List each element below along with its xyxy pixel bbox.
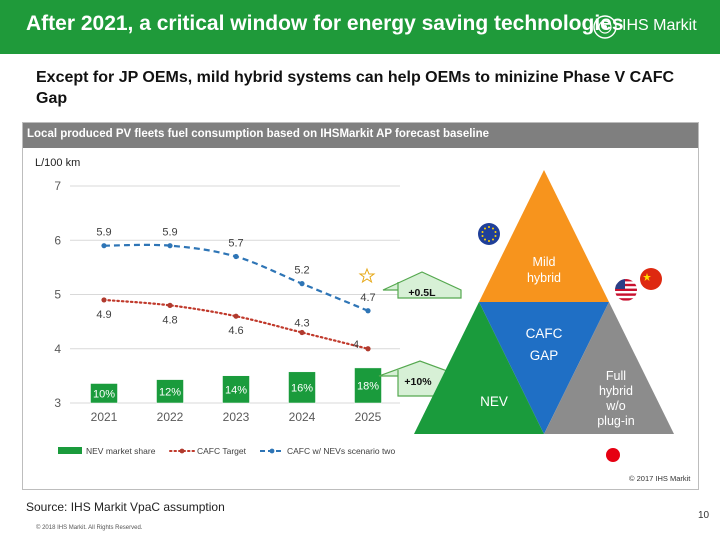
- full-hybrid-label: Full hybrid w/o plug-in: [597, 369, 635, 428]
- x-tick-label: 2024: [289, 410, 316, 424]
- x-tick-label: 2023: [223, 410, 250, 424]
- cafc-nev-point: [101, 243, 107, 249]
- cafc-target-line: [102, 298, 370, 350]
- cafc-target-label: 4.9: [96, 309, 111, 321]
- legend-bar-swatch: [58, 447, 82, 454]
- nev-share-bar: [288, 371, 316, 404]
- x-tick-label: 2022: [157, 410, 184, 424]
- china-flag-icon: [640, 268, 662, 290]
- nev-share-label: 18%: [357, 380, 379, 392]
- cafc-target-point: [233, 313, 239, 319]
- page-number: 10: [698, 510, 710, 521]
- y-tick-label: 6: [54, 233, 61, 247]
- slide-title: After 2021, a critical window for energy…: [26, 12, 624, 35]
- cafc-target-label: 4.3: [294, 317, 309, 329]
- star-icon: [358, 267, 376, 284]
- legend-nev-marker: [269, 448, 275, 454]
- arrow-plus-05: +0.5L: [382, 271, 462, 299]
- annotation-plus-05: +0.5L: [408, 287, 436, 299]
- nev-share-label: 12%: [159, 386, 181, 398]
- cafc-nev-label: 5.7: [228, 238, 243, 250]
- chart-copyright: © 2017 IHS Markit: [629, 474, 691, 483]
- legend-nev-share: NEV market share: [86, 446, 156, 456]
- full-hybrid-segment: [544, 302, 674, 434]
- cafc-target-point: [101, 297, 107, 303]
- eu-flag-icon: [478, 223, 500, 245]
- cafc-nev-point: [233, 253, 239, 260]
- cafc-nev-label: 5.9: [162, 227, 177, 239]
- y-tick-label: 7: [54, 179, 61, 193]
- ihs-markit-logo: IHS Markit: [592, 14, 712, 40]
- y-tick-label: 3: [54, 396, 61, 410]
- x-tick-label: 2021: [91, 410, 118, 424]
- slide-subtitle: Except for JP OEMs, mild hybrid systems …: [36, 69, 675, 107]
- x-tick-label: 2025: [355, 410, 382, 424]
- y-axis-label: L/100 km: [35, 157, 81, 169]
- footer-copyright: © 2018 IHS Markit. All Rights Reserved.: [36, 525, 143, 531]
- source-note: Source: IHS Markit VpaC assumption: [26, 500, 225, 514]
- nev-share-label: 10%: [93, 388, 115, 400]
- cafc-target-point: [365, 346, 371, 352]
- nev-share-bar: [354, 367, 382, 404]
- cafc-target-point: [167, 302, 173, 308]
- cafc-nev-point: [365, 308, 371, 314]
- mild-hybrid-label: Mild hybrid: [527, 255, 561, 285]
- cafc-gap-segment: [479, 302, 609, 434]
- logo-text: IHS Markit: [622, 17, 697, 34]
- cafc-nev-point: [167, 243, 173, 249]
- header-bar: After 2021, a critical window for energy…: [0, 0, 720, 54]
- legend-cafc-nev: CAFC w/ NEVs scenario two: [287, 446, 395, 456]
- technology-triangle: Mild hybrid CAFC GAP NEV Full hybrid w/o plu…: [414, 170, 674, 434]
- nev-share-label: 14%: [225, 384, 247, 396]
- panel-title: Local produced PV fleets fuel consumptio…: [27, 128, 490, 140]
- nev-share-bar: [90, 383, 118, 404]
- gap-label: GAP: [530, 348, 559, 363]
- cafc-target-point: [299, 329, 305, 336]
- mild-hybrid-segment: [479, 170, 609, 302]
- cafc-nev-label: 4.7: [360, 292, 375, 304]
- cafc-target-label: 4.8: [162, 314, 177, 326]
- cafc-nev-point: [299, 281, 305, 287]
- nev-share-bar: [222, 375, 250, 404]
- nev-label: NEV: [480, 394, 508, 409]
- legend-cafc-target: CAFC Target: [197, 446, 247, 456]
- cafc-target-label: 4.6: [228, 325, 243, 337]
- nev-segment: [414, 302, 544, 434]
- legend-target-marker: [179, 448, 185, 454]
- cafc-target-label: 4: [353, 339, 359, 351]
- logo-mark-icon: [593, 15, 617, 39]
- panel-header: Local produced PV fleets fuel consumptio…: [23, 123, 698, 148]
- cafc-nev-label: 5.9: [96, 227, 111, 239]
- y-tick-label: 5: [54, 288, 61, 302]
- nev-share-bar: [156, 379, 184, 404]
- cafc-label: CAFC: [526, 326, 563, 341]
- us-flag-icon: [615, 279, 637, 301]
- japan-flag-icon: [602, 444, 624, 466]
- nev-share-label: 16%: [291, 382, 313, 394]
- annotation-plus-10: +10%: [404, 376, 432, 388]
- y-tick-label: 4: [54, 342, 61, 356]
- cafc-nev-label: 5.2: [294, 265, 309, 277]
